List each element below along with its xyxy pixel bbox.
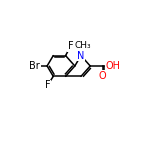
Text: N: N — [77, 51, 85, 61]
Text: Br: Br — [29, 61, 40, 71]
Text: OH: OH — [106, 61, 121, 71]
Text: F: F — [68, 41, 74, 51]
Text: F: F — [45, 80, 50, 90]
Text: CH₃: CH₃ — [75, 41, 91, 50]
Text: O: O — [99, 71, 106, 81]
